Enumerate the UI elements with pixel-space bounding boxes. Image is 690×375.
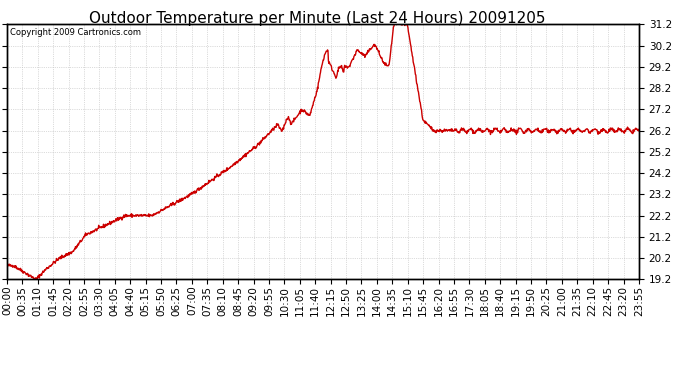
Text: Copyright 2009 Cartronics.com: Copyright 2009 Cartronics.com (10, 28, 141, 37)
Text: Outdoor Temperature per Minute (Last 24 Hours) 20091205: Outdoor Temperature per Minute (Last 24 … (89, 11, 546, 26)
